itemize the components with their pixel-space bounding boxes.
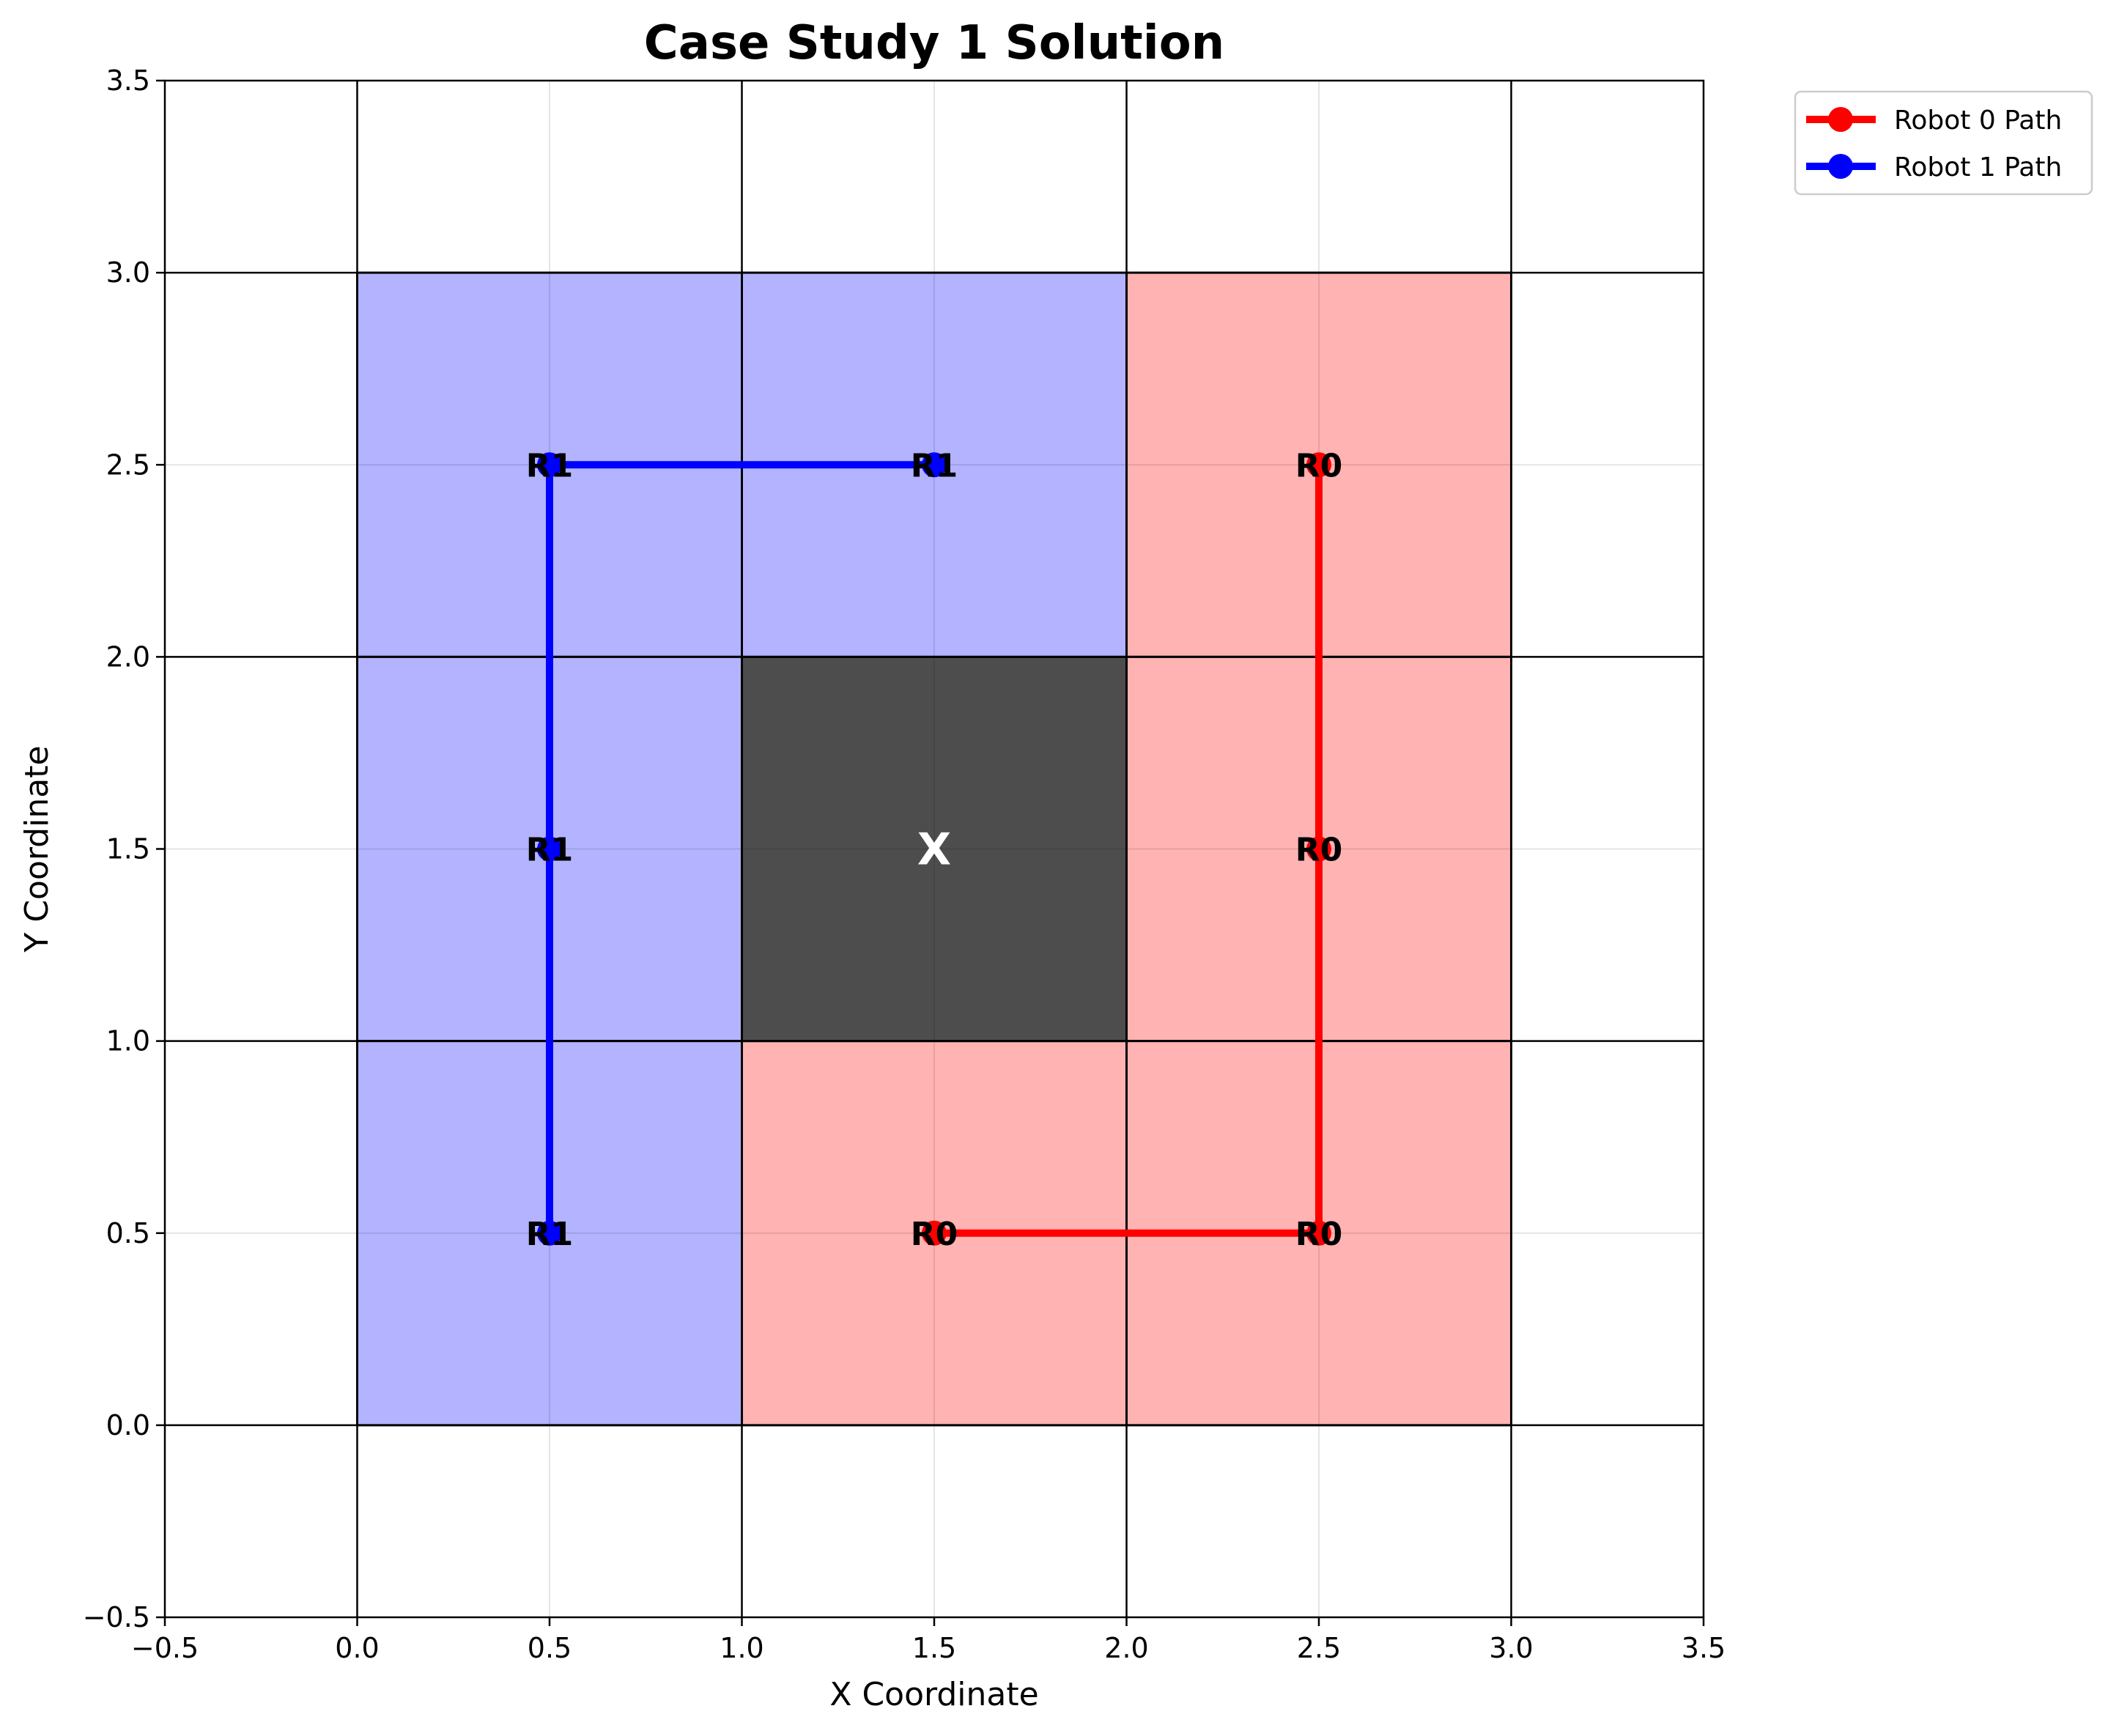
x-tick-label: 3.5 [1682, 1632, 1726, 1664]
y-tick-label: 2.0 [106, 640, 150, 673]
series-1-line [546, 461, 934, 1233]
series-0-point [1306, 836, 1331, 862]
series-0-point [1306, 452, 1331, 478]
robot-labels: X R0 R0 R0 R0 R1 R1 R1 R1 [526, 447, 1343, 1253]
series-1-point-label: R1 [526, 832, 574, 869]
series-0-point-label: R0 [1295, 1216, 1343, 1253]
y-tick-label: −0.5 [83, 1601, 150, 1633]
y-tick-label: 0.0 [106, 1409, 150, 1441]
y-tick-label: 0.5 [106, 1217, 150, 1249]
legend-marker-0 [1828, 107, 1853, 132]
y-tick-label: 1.5 [106, 833, 150, 865]
series-1-point [537, 452, 562, 478]
y-tick-label: 3.5 [106, 64, 150, 97]
x-tick-label: 1.0 [720, 1632, 763, 1664]
series-1-point [537, 836, 562, 862]
obstacle-label: X [917, 824, 951, 876]
series-1-point [537, 1220, 562, 1246]
y-ticks: −0.5 0.0 0.5 1.0 1.5 2.0 2.5 3.0 3.5 [83, 64, 165, 1633]
major-grid [165, 81, 1704, 1617]
legend-marker-1 [1828, 154, 1853, 179]
y-axis-label: Y Coordinate [18, 745, 56, 953]
chart-title: Case Study 1 Solution [644, 16, 1224, 70]
series-0-point [1306, 1220, 1331, 1246]
series-0-point-label: R0 [1295, 832, 1343, 869]
x-axis-label: X Coordinate [829, 1676, 1038, 1713]
series-0-point [922, 1220, 947, 1246]
x-tick-label: 0.0 [335, 1632, 379, 1664]
x-tick-label: 0.5 [528, 1632, 572, 1664]
x-tick-label: 1.5 [912, 1632, 956, 1664]
series-1-point-label: R1 [911, 447, 958, 484]
legend-label-1: Robot 1 Path [1894, 152, 2062, 182]
y-tick-label: 3.0 [106, 256, 150, 289]
series-1-point [922, 452, 947, 478]
x-ticks: −0.5 0.0 0.5 1.0 1.5 2.0 2.5 3.0 3.5 [131, 1617, 1726, 1664]
series-0-line [934, 465, 1323, 1237]
y-tick-label: 2.5 [106, 448, 150, 481]
legend: Robot 0 Path Robot 1 Path [1794, 90, 2093, 196]
x-tick-label: 3.0 [1489, 1632, 1533, 1664]
x-tick-label: −0.5 [131, 1632, 199, 1664]
series-0-point-label: R0 [911, 1216, 958, 1253]
series-1-point-label: R1 [526, 1216, 574, 1253]
legend-label-0: Robot 0 Path [1894, 106, 2062, 136]
x-tick-label: 2.0 [1104, 1632, 1148, 1664]
x-tick-label: 2.5 [1297, 1632, 1341, 1664]
series-1-point-label: R1 [526, 447, 574, 484]
robot-paths [537, 452, 1331, 1246]
series-0-point-label: R0 [1295, 447, 1343, 484]
y-tick-label: 1.0 [106, 1025, 150, 1057]
